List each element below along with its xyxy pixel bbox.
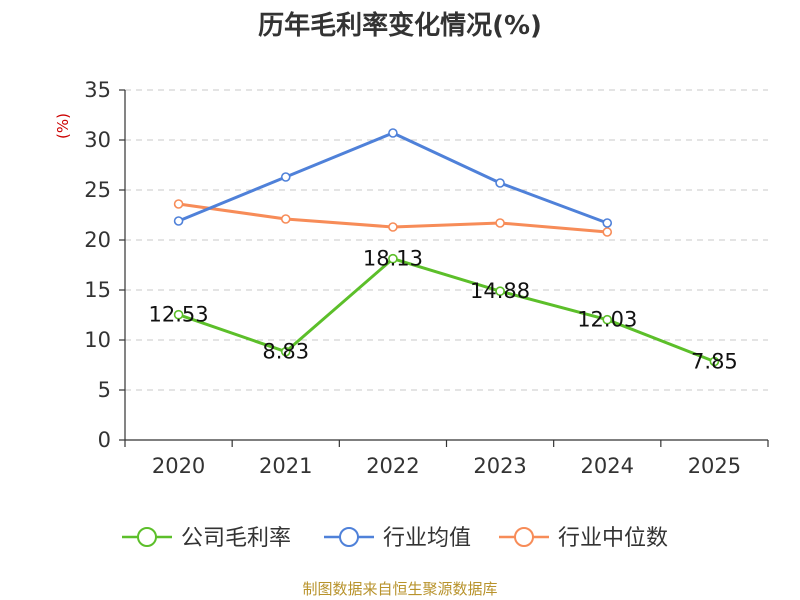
data-label: 8.83 xyxy=(262,340,309,364)
data-point xyxy=(388,222,398,232)
data-label: 12.53 xyxy=(149,303,209,327)
data-label: 14.88 xyxy=(470,279,530,303)
y-tick-label: 5 xyxy=(98,378,111,402)
y-tick-label: 35 xyxy=(84,78,111,102)
data-point xyxy=(173,309,184,320)
series-line xyxy=(178,131,608,225)
chart-title: 历年毛利率变化情况(%) xyxy=(258,10,542,41)
data-point xyxy=(495,218,505,228)
legend-label: 行业均值 xyxy=(383,526,471,551)
x-tick-label: 2021 xyxy=(259,454,312,478)
y-tick-label: 15 xyxy=(84,278,111,302)
data-label: 18.13 xyxy=(363,247,423,271)
legend-marker xyxy=(137,527,157,547)
grid-lines xyxy=(125,89,768,391)
data-point xyxy=(602,227,613,237)
data-point xyxy=(280,214,291,224)
y-tick-label: 10 xyxy=(84,328,111,352)
data-point xyxy=(280,172,291,182)
y-tick-label: 30 xyxy=(84,128,111,152)
legend-label: 行业中位数 xyxy=(558,526,668,551)
legend-marker xyxy=(514,527,534,547)
data-point xyxy=(709,356,720,367)
data-point xyxy=(173,216,184,226)
x-tick-label: 2022 xyxy=(366,454,419,478)
x-tick-label: 2020 xyxy=(152,454,205,478)
legend: 公司毛利率 行业均值 行业中位数 xyxy=(122,526,668,551)
y-tick-label: 0 xyxy=(98,428,111,452)
data-point xyxy=(173,199,184,209)
series-line xyxy=(178,257,715,363)
y-tick-label: 25 xyxy=(84,178,111,202)
y-axis-label: (%) xyxy=(54,113,72,139)
data-point xyxy=(602,218,613,228)
legend-marker xyxy=(339,527,359,547)
y-tick-labels: 0 5 10 15 20 25 30 35 xyxy=(84,78,111,452)
data-point xyxy=(388,128,398,138)
series-group xyxy=(173,128,720,367)
data-label: 12.03 xyxy=(577,308,637,332)
data-point xyxy=(602,314,613,325)
source-note: 制图数据来自恒生聚源数据库 xyxy=(302,580,497,598)
data-labels: 12.53 8.83 18.13 14.88 12.03 7.85 xyxy=(149,247,738,374)
data-point xyxy=(388,253,398,264)
axes xyxy=(119,89,769,447)
x-tick-labels: 2020 2021 2022 2023 2024 2025 xyxy=(152,454,741,478)
x-tick-label: 2025 xyxy=(688,454,741,478)
data-label: 7.85 xyxy=(691,350,738,374)
data-point xyxy=(495,286,505,297)
data-point xyxy=(495,178,505,188)
data-point xyxy=(280,346,291,357)
y-tick-label: 20 xyxy=(84,228,111,252)
legend-label: 公司毛利率 xyxy=(181,526,291,551)
x-tick-label: 2023 xyxy=(473,454,526,478)
x-tick-label: 2024 xyxy=(581,454,634,478)
